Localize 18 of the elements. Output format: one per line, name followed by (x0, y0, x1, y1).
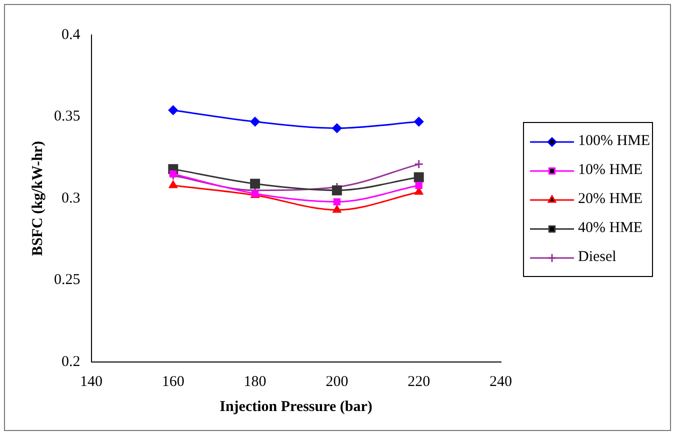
y-axis-title: BSFC (kg/kW-hr) (30, 141, 46, 256)
x-tick-label: 200 (326, 374, 348, 390)
y-tick-label: 0.35 (54, 108, 80, 125)
legend-label: Diesel (578, 249, 616, 266)
y-tick-label: 0.2 (62, 354, 80, 370)
legend-label: 40% HME (578, 220, 643, 237)
legend-label: 10% HME (578, 162, 643, 179)
x-tick-label: 240 (490, 374, 512, 390)
x-tick-label: 180 (244, 374, 266, 390)
legend-label: 100% HME (578, 133, 650, 150)
y-tick-label: 0.4 (62, 26, 81, 43)
x-tick-label: 160 (162, 374, 184, 390)
x-axis-title: Injection Pressure (bar) (220, 398, 372, 415)
x-tick-label: 220 (408, 374, 430, 390)
legend-label: 20% HME (578, 191, 643, 208)
x-tick-label: 140 (80, 374, 102, 390)
y-tick-label: 0.3 (62, 190, 80, 206)
y-tick-label: 0.25 (54, 272, 80, 288)
